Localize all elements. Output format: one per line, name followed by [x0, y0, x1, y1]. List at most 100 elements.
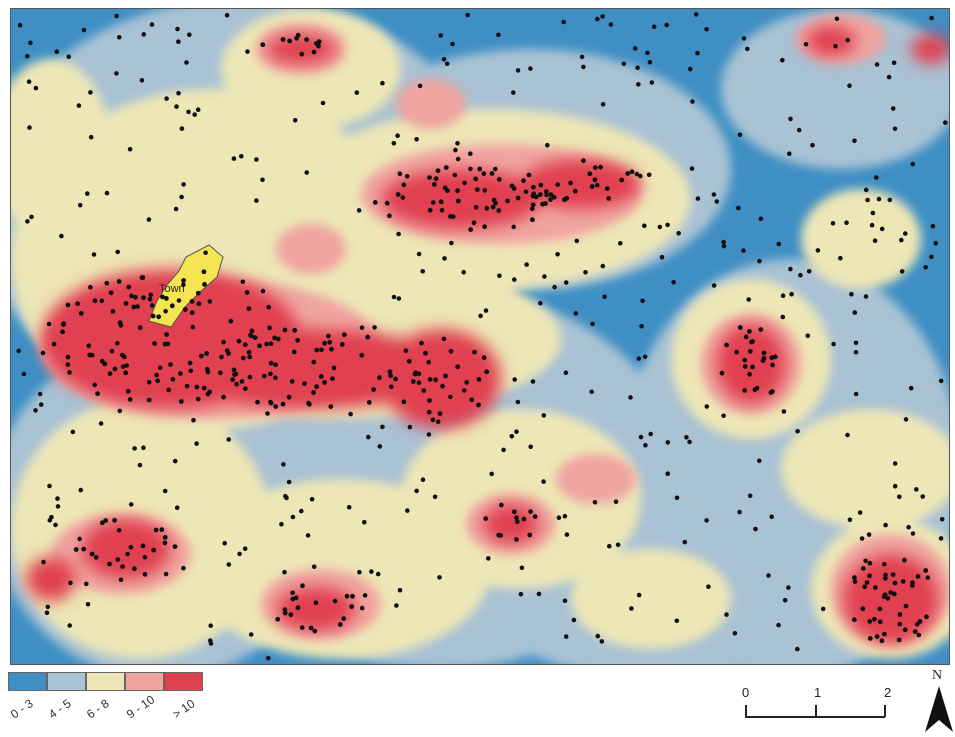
observation-point [170, 376, 176, 382]
observation-point [273, 362, 278, 368]
observation-point [448, 394, 453, 400]
observation-point [925, 575, 931, 580]
map-frame[interactable]: Town [10, 8, 950, 665]
observation-point [747, 493, 753, 499]
observation-point [923, 265, 928, 270]
observation-point [455, 364, 461, 370]
observation-point [275, 336, 281, 342]
observation-point [536, 591, 542, 597]
observation-point [442, 256, 447, 261]
observation-point [896, 637, 902, 643]
observation-point [443, 165, 449, 171]
observation-point [589, 184, 595, 189]
observation-point [70, 429, 76, 435]
observation-point [115, 557, 121, 562]
observation-point [512, 377, 517, 382]
observation-point [719, 370, 725, 376]
observation-point [806, 269, 812, 274]
observation-point [33, 85, 39, 91]
observation-point [114, 13, 119, 19]
observation-point [820, 606, 826, 612]
observation-point [608, 22, 614, 27]
observation-point [883, 572, 888, 578]
observation-point [437, 575, 442, 580]
observation-point [736, 205, 741, 211]
observation-point [421, 388, 427, 393]
observation-point [711, 283, 717, 288]
observation-point [450, 41, 455, 47]
observation-point [461, 269, 467, 275]
observation-point [476, 377, 482, 382]
observation-point [628, 395, 633, 400]
town-polygon[interactable] [148, 244, 224, 328]
observation-point [396, 296, 402, 301]
observation-point [532, 514, 538, 519]
density-map[interactable]: Town [11, 9, 950, 665]
observation-point [107, 371, 113, 377]
observation-point [181, 182, 186, 187]
observation-point [523, 189, 529, 194]
observation-point [782, 597, 788, 603]
observation-point [886, 74, 892, 80]
observation-point [902, 627, 908, 633]
observation-point [695, 196, 701, 201]
observation-point [339, 342, 345, 347]
observation-point [511, 186, 517, 191]
observation-point [162, 488, 168, 494]
observation-point [179, 194, 184, 200]
observation-point [583, 270, 588, 275]
observation-point [204, 351, 210, 356]
observation-point [526, 172, 532, 178]
observation-point [745, 46, 750, 52]
observation-point [845, 37, 850, 43]
observation-point [142, 554, 148, 560]
observation-point [123, 370, 129, 376]
observation-point [910, 580, 915, 586]
observation-point [552, 284, 557, 290]
observation-point [613, 499, 619, 505]
observation-point [445, 188, 450, 194]
observation-point [273, 404, 279, 409]
observation-point [579, 54, 585, 60]
observation-point [853, 340, 859, 346]
observation-point [38, 402, 44, 407]
observation-point [530, 379, 536, 384]
observation-point [572, 188, 578, 194]
observation-point [254, 198, 259, 203]
observation-point [242, 546, 248, 551]
observation-point [172, 458, 178, 464]
observation-point [509, 434, 515, 439]
observation-point [245, 49, 250, 54]
scale-line [745, 716, 885, 718]
observation-point [179, 126, 185, 131]
observation-point [160, 294, 165, 300]
observation-point [395, 192, 401, 197]
town-label: Town [159, 283, 185, 295]
observation-point [288, 612, 294, 618]
observation-point [230, 377, 236, 382]
observation-point [556, 515, 562, 520]
observation-point [176, 298, 182, 303]
observation-point [244, 290, 250, 295]
observation-point [780, 314, 786, 320]
observation-point [127, 397, 133, 402]
observation-point [870, 210, 876, 216]
observation-point [689, 166, 695, 171]
observation-point [81, 546, 87, 552]
observation-point [314, 347, 320, 353]
observation-point [933, 241, 939, 246]
observation-point [149, 22, 155, 27]
observation-point [481, 355, 487, 361]
observation-point [173, 206, 179, 212]
observation-point [606, 196, 611, 201]
legend-swatch-6-8 [86, 672, 125, 691]
observation-point [117, 408, 123, 414]
observation-point [112, 366, 118, 372]
observation-point [484, 205, 490, 211]
observation-point [629, 606, 634, 611]
observation-point [473, 204, 479, 210]
observation-point [857, 510, 863, 515]
observation-point [643, 443, 648, 448]
observation-point [761, 350, 767, 356]
observation-point [438, 33, 444, 38]
